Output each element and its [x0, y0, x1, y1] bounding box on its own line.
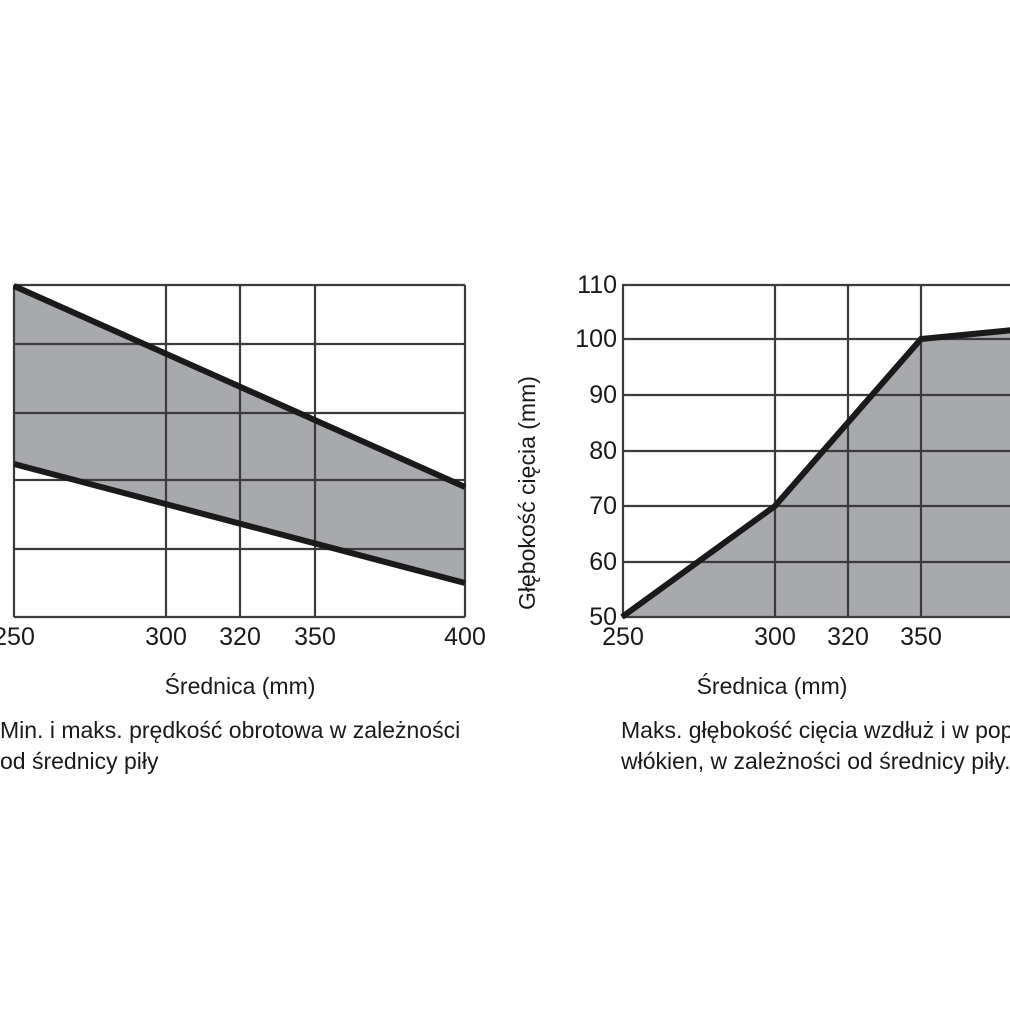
chart-right-ytick-60: 60: [589, 548, 617, 576]
chart-left-xtick-0: 250: [0, 623, 35, 651]
chart-left-svg: [12, 283, 467, 619]
chart-right-y-axis-title: Głębokość cięcia (mm): [514, 376, 540, 610]
chart-left-plot-area: [0, 283, 467, 619]
chart-right-ytick-100: 100: [575, 325, 617, 353]
chart-right-xtick-0: 250: [602, 623, 644, 651]
chart-right-ytick-70: 70: [589, 492, 617, 520]
chart-right-ytick-90: 90: [589, 381, 617, 409]
chart-right-ytick-110: 110: [577, 271, 617, 299]
chart-right-xtick-3: 350: [900, 623, 942, 651]
chart-right-caption-line-1: Maks. głębokość cięcia wzdłuż i w popr: [621, 717, 1010, 743]
chart-right-xtick-1: 300: [754, 623, 796, 651]
chart-left-xtick-4: 400: [444, 623, 486, 651]
chart-left-caption-line-2: od średnicy piły: [0, 748, 159, 774]
chart-left-xtick-2: 320: [219, 623, 261, 651]
chart-left-series-max: [12, 283, 467, 490]
chart-left-caption-line-1: Min. i maks. prędkość obrotowa w zależno…: [0, 717, 461, 743]
chart-right-caption: Maks. głębokość cięcia wzdłuż i w popr w…: [621, 715, 1010, 777]
chart-right-x-axis-title: Średnica (mm): [696, 673, 848, 699]
chart-right-area-fill: [622, 330, 1010, 617]
chart-right-ytick-50: 50: [589, 603, 617, 631]
chart-left-series-min: [13, 461, 466, 586]
chart-right: 110 100 90 80 70 60 50 Głębokość cięcia …: [514, 0, 1010, 1010]
chart-right-svg: [620, 283, 1010, 620]
chart-right-x-tick-labels: 250 300 320 350: [602, 622, 1010, 656]
chart-left-x-tick-labels: 250 300 320 350 400: [0, 622, 486, 656]
chart-right-caption-line-2: włókien, w zależności od średnicy piły.: [621, 748, 1010, 774]
chart-left-gridlines-vertical: [12, 285, 467, 617]
chart-right-xtick-2: 320: [827, 623, 869, 651]
chart-right-ytick-80: 80: [589, 437, 617, 465]
chart-left: 250 300 320 350 400 Średnica (mm) Min. i…: [0, 0, 486, 1010]
chart-right-series-depth: [620, 327, 1010, 620]
chart-right-plot-area: [620, 283, 1010, 620]
chart-left-caption: Min. i maks. prędkość obrotowa w zależno…: [0, 715, 460, 777]
chart-left-xtick-1: 300: [145, 623, 187, 651]
chart-left-xtick-3: 350: [294, 623, 336, 651]
chart-left-x-axis-title: Średnica (mm): [164, 673, 316, 699]
